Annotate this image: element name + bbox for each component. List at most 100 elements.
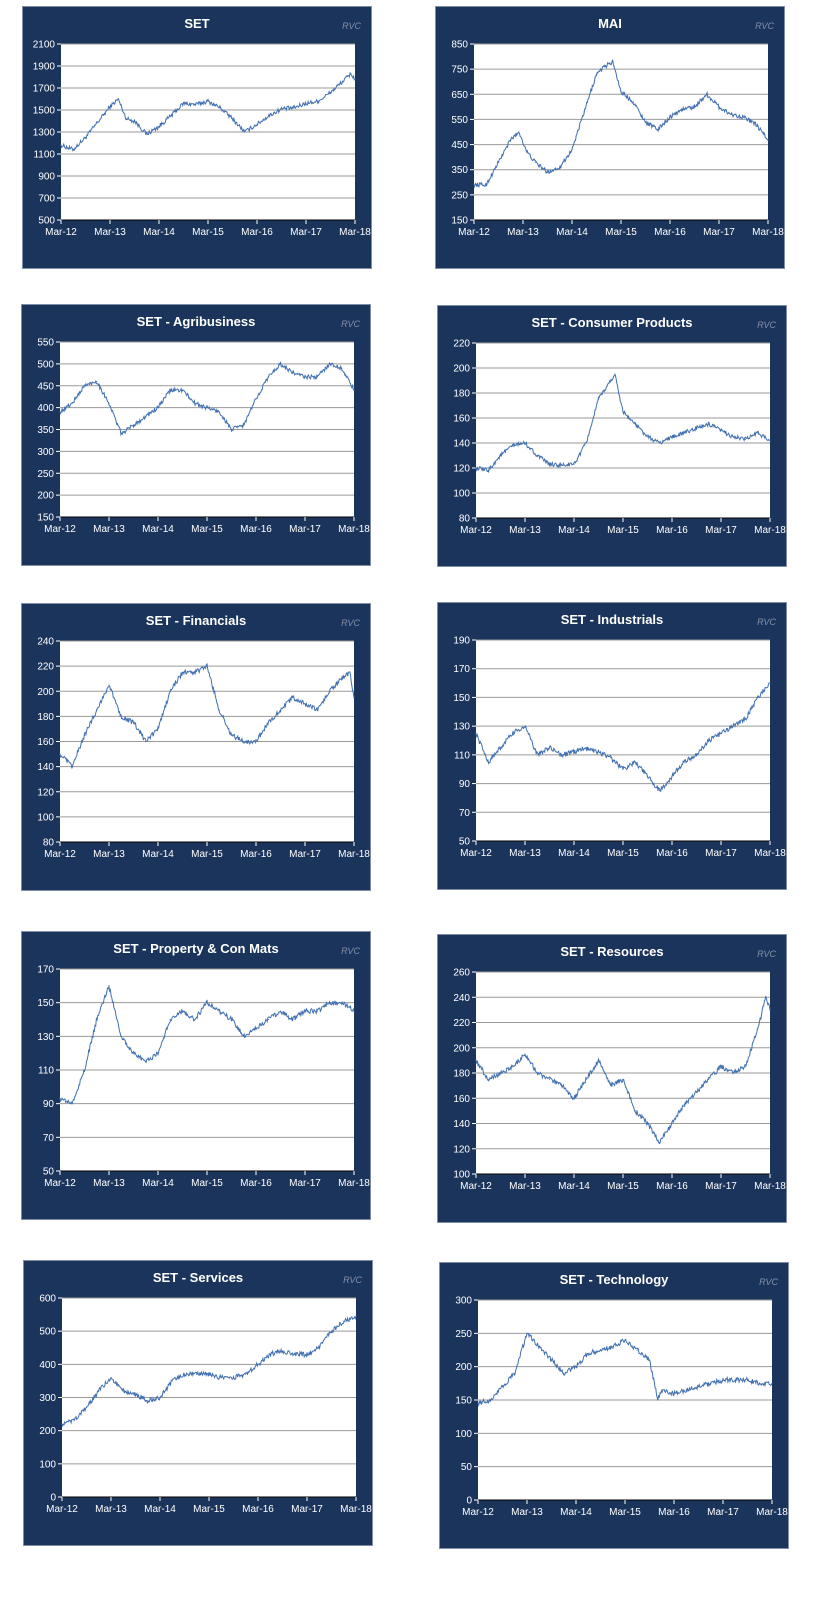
data-point: [634, 1110, 636, 1112]
data-point: [147, 1400, 149, 1402]
data-point: [499, 747, 502, 749]
data-point: [669, 116, 671, 118]
data-point: [132, 1052, 135, 1054]
data-point: [109, 106, 111, 108]
data-point: [634, 761, 636, 763]
x-tick-label: Mar-13: [95, 1504, 127, 1515]
data-point: [110, 1377, 112, 1379]
data-point: [485, 184, 487, 186]
chart-title: SET - Technology: [559, 1272, 669, 1287]
data-point: [256, 123, 258, 125]
data-point: [659, 790, 661, 792]
y-tick-label: 140: [453, 1119, 470, 1130]
data-point: [98, 1390, 100, 1392]
data-point: [548, 1078, 551, 1080]
data-point: [181, 1010, 184, 1012]
y-tick-label: 450: [37, 381, 54, 392]
x-tick-label: Mar-15: [605, 227, 637, 238]
data-point: [206, 407, 208, 409]
data-point: [757, 696, 759, 699]
data-point: [328, 690, 331, 692]
data-point: [342, 80, 344, 82]
data-point: [477, 1402, 479, 1404]
y-tick-label: 220: [37, 662, 54, 673]
y-tick-label: 150: [453, 693, 470, 704]
x-tick-label: Mar-14: [558, 525, 590, 536]
x-tick-label: Mar-16: [242, 1504, 274, 1515]
data-point: [683, 761, 685, 763]
y-tick-label: 180: [453, 1069, 470, 1080]
chart-title: SET - Resources: [560, 944, 664, 959]
data-point: [120, 1035, 122, 1037]
x-tick-label: Mar-12: [460, 1181, 492, 1192]
y-tick-label: 160: [37, 737, 54, 748]
y-tick-label: 100: [453, 489, 470, 500]
x-tick-label: Mar-16: [658, 1507, 690, 1518]
watermark-label: RVC: [341, 618, 360, 628]
data-point: [133, 120, 136, 122]
y-tick-label: 150: [455, 1396, 472, 1407]
y-tick-label: 190: [453, 636, 470, 647]
y-tick-label: 2100: [33, 40, 56, 51]
data-point: [710, 1382, 712, 1384]
data-point: [267, 722, 269, 724]
data-point: [510, 138, 512, 141]
x-tick-label: Mar-15: [192, 227, 224, 238]
data-point: [695, 427, 698, 429]
y-tick-label: 1300: [33, 128, 56, 139]
data-point: [267, 376, 269, 378]
data-point: [573, 463, 575, 465]
y-tick-label: 150: [37, 513, 54, 524]
x-tick-label: Mar-13: [511, 1507, 543, 1518]
y-tick-label: 550: [37, 338, 54, 349]
y-tick-label: 170: [37, 965, 54, 976]
y-tick-label: 1700: [33, 84, 56, 95]
data-point: [708, 739, 710, 742]
y-tick-label: 240: [453, 993, 470, 1004]
y-tick-label: 600: [39, 1294, 56, 1305]
data-point: [122, 1390, 124, 1392]
y-tick-label: 750: [451, 65, 468, 76]
y-tick-label: 260: [453, 968, 470, 979]
data-point: [293, 107, 295, 109]
data-point: [657, 1399, 659, 1401]
data-point: [268, 114, 270, 117]
y-tick-label: 220: [453, 339, 470, 350]
data-point: [218, 709, 220, 711]
data-point: [657, 128, 659, 131]
data-point: [573, 751, 575, 753]
data-point: [561, 464, 563, 467]
data-point: [744, 718, 747, 720]
watermark-label: RVC: [343, 1275, 362, 1285]
data-point: [659, 1141, 661, 1144]
chart-panel: 500 700 900 1100 1300 1500 1700 1900 2100 Mar-12 M…: [22, 6, 372, 269]
data-point: [757, 1028, 759, 1030]
data-point: [84, 136, 87, 139]
x-tick-label: Mar-15: [607, 525, 639, 536]
y-tick-label: 90: [43, 1099, 55, 1110]
data-point: [575, 1366, 577, 1368]
y-tick-label: 120: [453, 1144, 470, 1155]
x-tick-label: Mar-18: [754, 525, 786, 536]
data-point: [536, 454, 538, 457]
y-tick-label: 200: [455, 1362, 472, 1373]
data-point: [59, 1098, 61, 1100]
data-point: [646, 1122, 649, 1125]
x-tick-label: Mar-14: [558, 848, 590, 859]
watermark-label: RVC: [757, 949, 776, 959]
data-point: [267, 1018, 269, 1021]
y-tick-label: 220: [453, 1018, 470, 1029]
data-point: [97, 121, 99, 123]
x-tick-label: Mar-17: [703, 227, 735, 238]
chart-title: SET - Financials: [145, 613, 247, 628]
x-tick-label: Mar-12: [44, 1178, 76, 1189]
data-point: [518, 131, 520, 133]
data-point: [769, 439, 771, 442]
data-point: [169, 1018, 171, 1021]
y-tick-label: 240: [37, 637, 54, 648]
y-tick-label: 850: [451, 40, 468, 51]
y-tick-label: 250: [451, 190, 468, 201]
data-point: [304, 376, 306, 378]
data-point: [499, 454, 502, 457]
data-point: [614, 373, 616, 375]
